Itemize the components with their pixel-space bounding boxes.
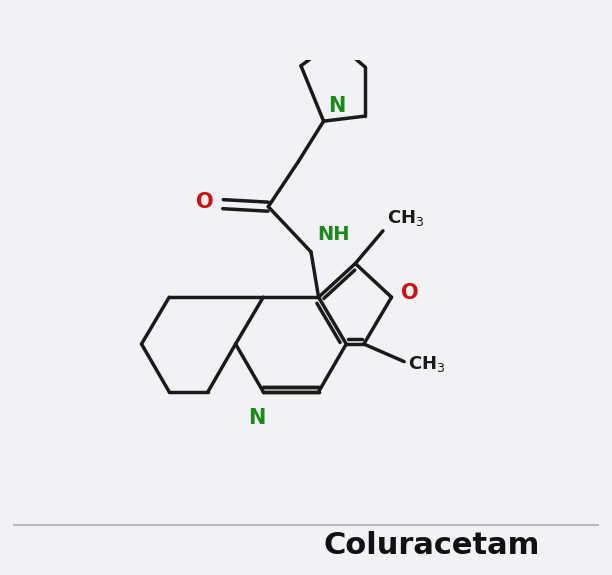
Text: O: O	[401, 283, 418, 303]
Text: CH$_3$: CH$_3$	[387, 208, 424, 228]
Text: N: N	[327, 96, 345, 116]
Text: Coluracetam: Coluracetam	[324, 531, 540, 559]
Text: NH: NH	[317, 225, 349, 244]
Text: O: O	[196, 191, 214, 212]
Text: N: N	[248, 408, 266, 428]
Text: CH$_3$: CH$_3$	[408, 354, 446, 374]
